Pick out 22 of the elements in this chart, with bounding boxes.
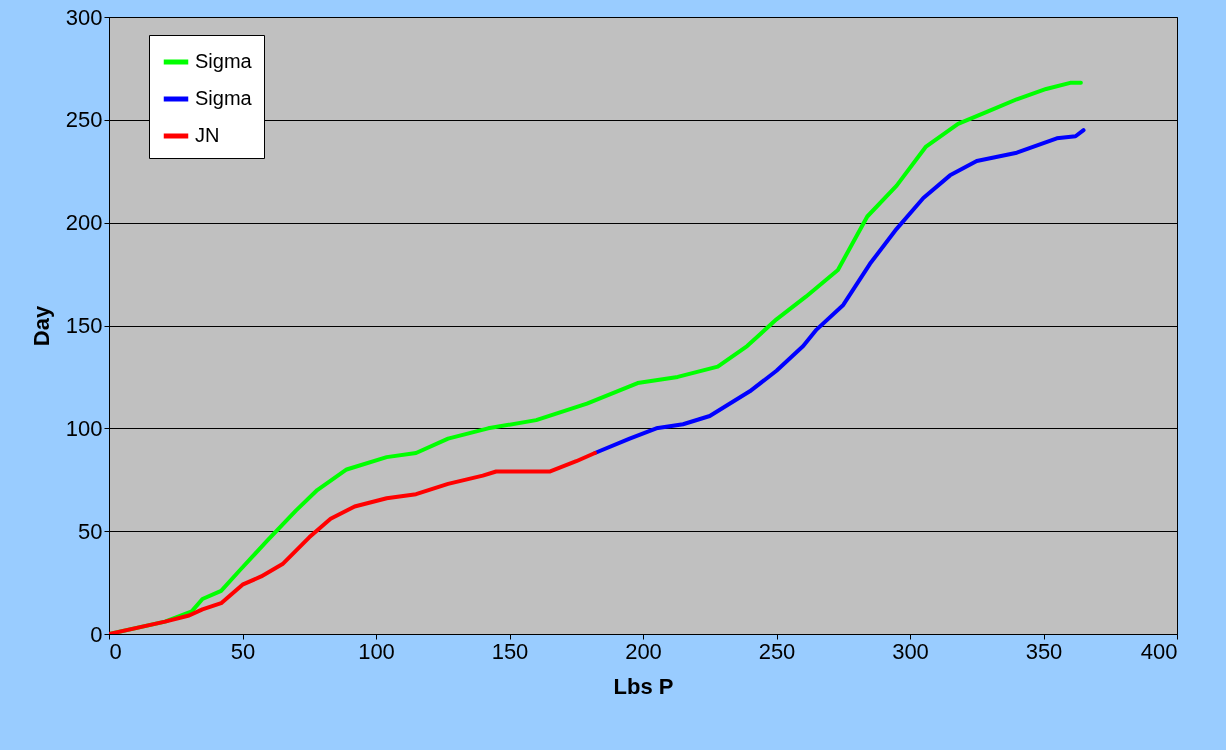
legend-label: Sigma	[195, 50, 253, 72]
x-tick-label: 200	[625, 638, 662, 664]
x-tick-label: 100	[358, 638, 395, 664]
x-axis-title: Lbs P	[613, 673, 674, 699]
legend-label: Sigma	[195, 87, 253, 109]
y-tick-label: 300	[65, 4, 103, 30]
y-tick-label: 100	[65, 415, 103, 441]
y-axis-title: Day	[28, 305, 54, 347]
y-tick-label: 250	[65, 107, 103, 133]
x-tick-label: 350	[1025, 638, 1063, 664]
x-tick-label: 150	[491, 638, 529, 664]
legend-label: JN	[195, 124, 220, 146]
y-tick-label: 150	[65, 313, 103, 338]
x-tick-label: 250	[758, 638, 796, 664]
x-tick-label: 50	[230, 638, 256, 664]
y-tick-label: 0	[90, 621, 103, 647]
y-tick-label: 50	[78, 518, 103, 544]
x-tick-label: 0	[109, 638, 122, 664]
x-tick-label: 300	[892, 638, 929, 664]
y-tick-label: 200	[65, 210, 103, 236]
line-series	[109, 451, 597, 634]
x-tick-label: 400	[1140, 638, 1178, 664]
